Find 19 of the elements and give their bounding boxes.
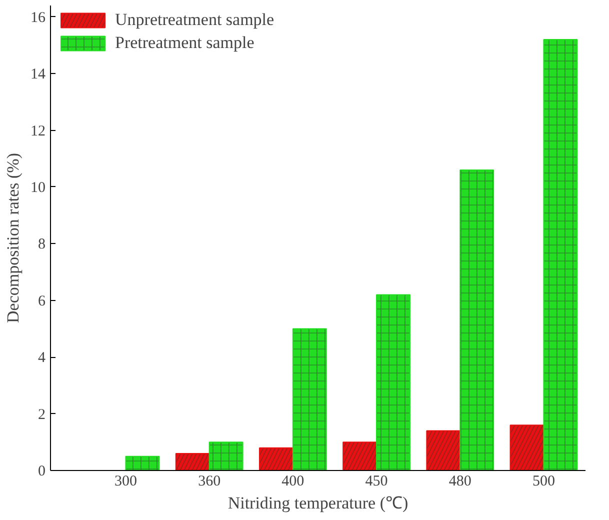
y-tick-label: 8 (38, 236, 46, 253)
y-tick-label: 14 (30, 66, 46, 83)
x-tick-label: 480 (448, 474, 472, 490)
y-tick-label: 4 (38, 350, 46, 366)
y-tick-label: 6 (38, 293, 46, 310)
y-tick-label: 10 (30, 180, 46, 196)
x-tick-label: 360 (198, 474, 221, 490)
y-tick-label: 16 (30, 10, 46, 26)
legend-label: Pretreatment sample (115, 33, 254, 53)
y-tick-label: 2 (38, 406, 46, 423)
legend-label: Unpretreatment sample (115, 10, 274, 30)
x-tick-label: 500 (532, 474, 555, 490)
x-tick-label: 400 (282, 474, 304, 490)
x-tick-label: 450 (365, 474, 388, 490)
x-tick-label: 300 (114, 474, 137, 490)
y-tick-label: 12 (30, 123, 46, 140)
y-axis-title: Decomposition rates (%) (4, 153, 22, 323)
y-tick-label: 0 (38, 464, 46, 480)
x-axis-title: Nitriding temperature (℃) (228, 494, 408, 512)
